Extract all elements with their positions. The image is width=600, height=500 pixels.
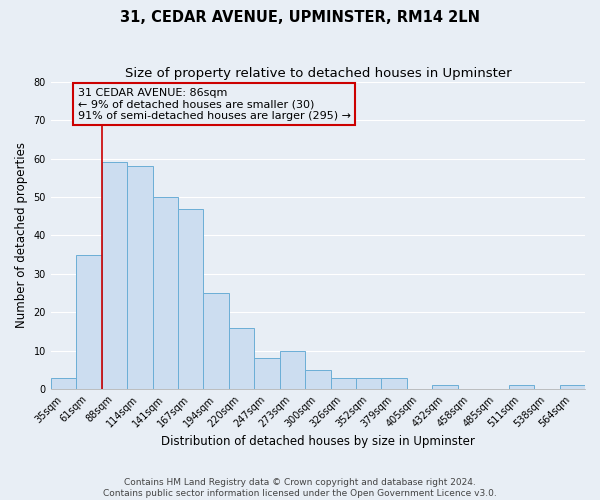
Bar: [178, 208, 203, 389]
Title: Size of property relative to detached houses in Upminster: Size of property relative to detached ho…: [125, 68, 511, 80]
Bar: [127, 166, 152, 389]
Bar: [101, 162, 127, 389]
Bar: [229, 328, 254, 389]
Y-axis label: Number of detached properties: Number of detached properties: [15, 142, 28, 328]
Text: Contains HM Land Registry data © Crown copyright and database right 2024.
Contai: Contains HM Land Registry data © Crown c…: [103, 478, 497, 498]
Bar: [76, 254, 101, 389]
Bar: [51, 378, 76, 389]
Bar: [509, 386, 534, 389]
Bar: [433, 386, 458, 389]
Bar: [280, 350, 305, 389]
X-axis label: Distribution of detached houses by size in Upminster: Distribution of detached houses by size …: [161, 434, 475, 448]
Bar: [356, 378, 382, 389]
Bar: [560, 386, 585, 389]
Text: 31, CEDAR AVENUE, UPMINSTER, RM14 2LN: 31, CEDAR AVENUE, UPMINSTER, RM14 2LN: [120, 10, 480, 25]
Bar: [203, 293, 229, 389]
Bar: [152, 197, 178, 389]
Bar: [331, 378, 356, 389]
Bar: [382, 378, 407, 389]
Bar: [305, 370, 331, 389]
Text: 31 CEDAR AVENUE: 86sqm
← 9% of detached houses are smaller (30)
91% of semi-deta: 31 CEDAR AVENUE: 86sqm ← 9% of detached …: [77, 88, 350, 121]
Bar: [254, 358, 280, 389]
